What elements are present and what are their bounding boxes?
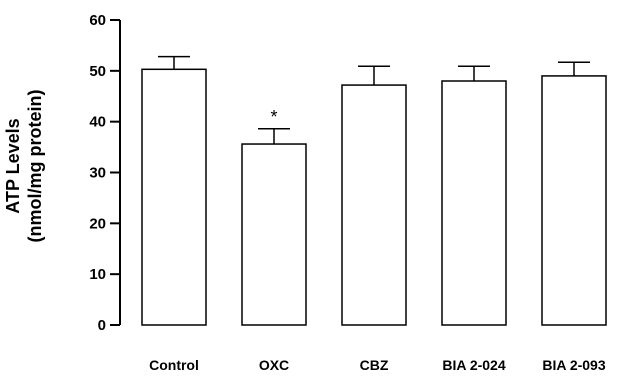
y-tick-label: 0 [98, 317, 106, 334]
bar-bia-2-024 [441, 80, 507, 326]
bar-bia-2-093 [541, 75, 607, 326]
y-tick-label: 60 [89, 12, 106, 29]
y-tick-label: 30 [89, 165, 106, 182]
category-label: CBZ [360, 357, 389, 373]
category-label: OXC [259, 357, 289, 373]
category-label: BIA 2-024 [442, 357, 506, 373]
y-tick-label: 10 [89, 266, 106, 283]
y-tick-label: 50 [89, 63, 106, 80]
bar-oxc [241, 143, 307, 326]
y-axis-title-line-1: ATP Levels [3, 118, 23, 213]
category-label: BIA 2-093 [542, 357, 606, 373]
category-label: Control [149, 357, 199, 373]
bars: * [141, 55, 607, 326]
bar-cbz [341, 84, 407, 326]
y-axis-title-line-2: (nmol/mg protein) [25, 90, 45, 243]
y-tick-label: 40 [89, 114, 106, 131]
category-labels: Control OXC CBZ BIA 2-024 BIA 2-093 [149, 357, 606, 373]
y-axis-title: ATP Levels (nmol/mg protein) [3, 90, 45, 243]
y-tick-label: 20 [89, 215, 106, 232]
axes: 0 10 20 30 40 50 60 [89, 12, 121, 334]
bar-control [141, 68, 207, 326]
significance-marker: * [270, 107, 277, 127]
